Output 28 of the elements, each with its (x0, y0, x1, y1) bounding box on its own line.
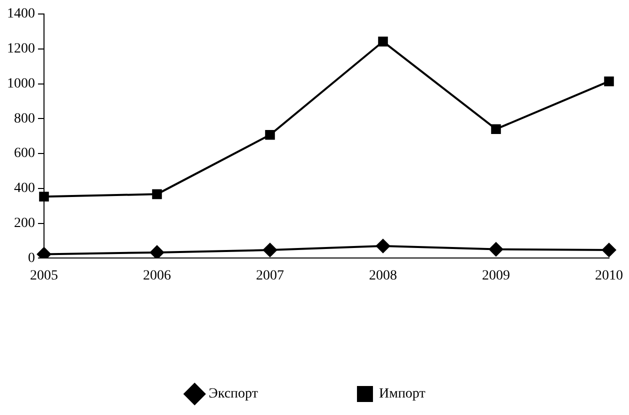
legend-label: Импорт (378, 386, 426, 402)
point (263, 243, 277, 257)
point (489, 242, 503, 256)
y-tick-label: 1000 (7, 76, 35, 92)
point (150, 245, 164, 258)
point (376, 238, 390, 253)
point (602, 243, 616, 257)
x-tick-label: 2010 (595, 268, 623, 284)
x-tick-label: 2007 (256, 268, 284, 284)
point (265, 130, 275, 140)
x-tick-label: 2005 (30, 268, 58, 284)
x-tick-label: 2006 (143, 268, 171, 284)
point (37, 247, 51, 258)
y-tick-label: 0 (28, 250, 35, 266)
y-tick-label: 200 (14, 216, 35, 231)
point (491, 124, 501, 134)
x-tick-label: 2008 (369, 268, 397, 284)
y-tick-label: 1200 (7, 42, 35, 57)
y-tick-label: 800 (14, 111, 35, 126)
legend-label: Экспорт (208, 386, 258, 402)
point (39, 192, 49, 202)
y-tick-label: 400 (14, 181, 35, 196)
x-tick-label: 2009 (482, 268, 510, 284)
y-tick-label: 1400 (7, 6, 35, 22)
y-tick-label: 600 (14, 146, 35, 162)
point (604, 76, 614, 86)
point (152, 189, 162, 200)
point (378, 36, 388, 46)
